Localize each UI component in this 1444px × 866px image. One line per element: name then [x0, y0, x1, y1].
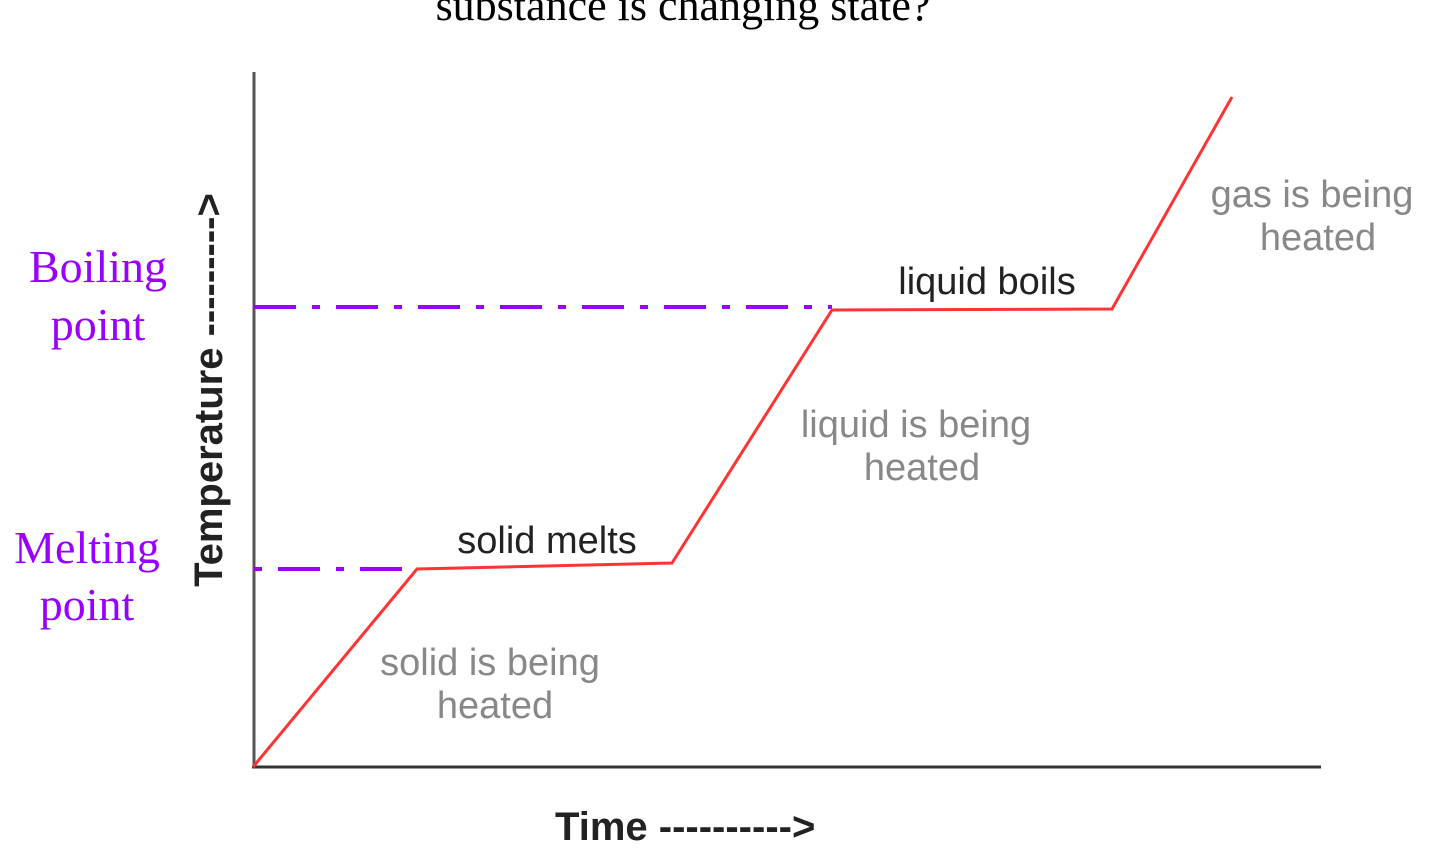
title: substance is changing state? — [436, 0, 931, 30]
liquid-heated-label-2: heated — [864, 447, 980, 489]
gas-heated-label-1: gas is being — [1211, 174, 1414, 216]
solid-heated-label-1: solid is being — [380, 642, 600, 684]
x-axis-label: Time ----------> — [555, 805, 815, 849]
y-axis-label: Temperature ---------> — [187, 193, 231, 587]
boiling-label-2: point — [51, 299, 146, 350]
melting-label-1: Melting — [14, 522, 160, 573]
gas-heated-label-2: heated — [1260, 217, 1376, 259]
heating-curve — [251, 96, 1234, 768]
melting-label-2: point — [40, 579, 135, 630]
liquid-boils-label: liquid boils — [898, 261, 1075, 303]
boiling-label-1: Boiling — [29, 241, 167, 292]
solid-melts-label: solid melts — [457, 520, 637, 562]
solid-heated-label-2: heated — [437, 685, 553, 727]
liquid-heated-label-1: liquid is being — [801, 404, 1031, 446]
